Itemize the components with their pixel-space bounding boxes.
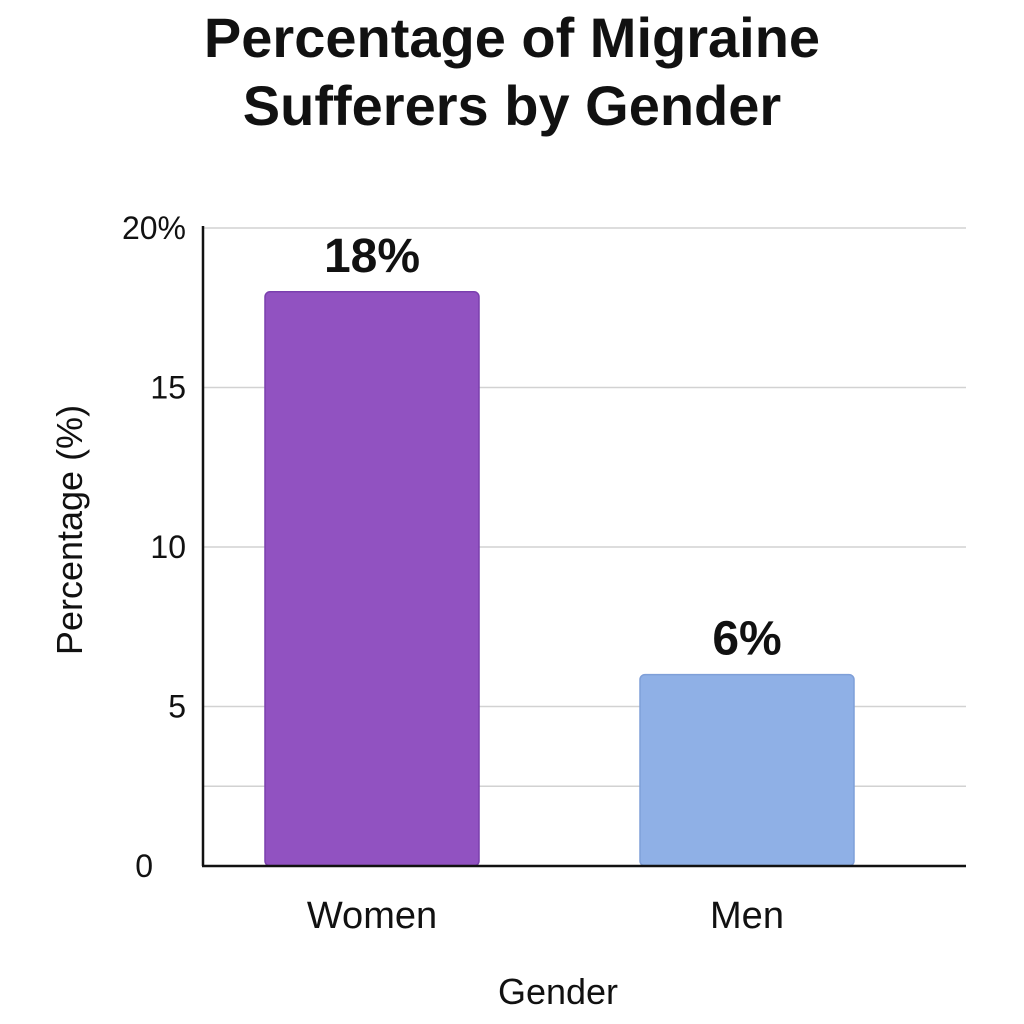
y-tick-label: 5 (168, 689, 186, 725)
y-axis-title: Percentage (%) (49, 405, 90, 655)
category-label-women: Women (307, 895, 437, 937)
chart-title-line-1: Percentage of Migraine (203, 6, 821, 69)
data-labels: 18% 6% (324, 230, 782, 666)
bars (264, 291, 855, 867)
data-label-men: 6% (712, 613, 781, 666)
bar-women (264, 291, 480, 867)
data-label-women: 18% (324, 230, 420, 283)
y-tick-label: 10 (150, 529, 186, 565)
y-tick-label: 15 (150, 370, 186, 406)
axes (201, 226, 966, 868)
chart-title: Percentage of Migraine Sufferers by Gend… (0, 4, 1024, 140)
category-labels: Women Men (307, 895, 784, 937)
y-tick-label: 20% (122, 210, 186, 246)
bar-men (639, 673, 855, 867)
y-tick-labels: 0 5 10 15 20% (122, 210, 186, 884)
category-label-men: Men (710, 895, 784, 937)
x-axis-title: Gender (498, 971, 618, 1012)
chart-title-line-2: Sufferers by Gender (242, 74, 782, 137)
y-tick-label: 0 (135, 848, 153, 884)
